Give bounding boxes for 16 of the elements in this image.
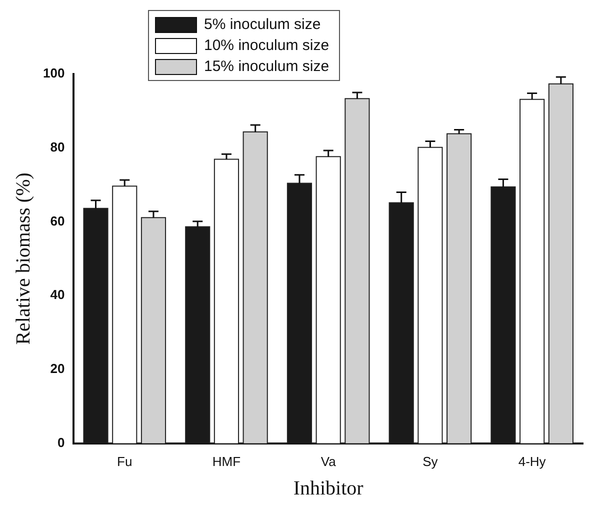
- y-tick-label: 80: [50, 139, 65, 154]
- legend-label: 5% inoculum size: [204, 16, 321, 33]
- x-axis-title: Inhibitor: [293, 477, 364, 500]
- x-tick-label: Fu: [117, 454, 132, 469]
- legend-label: 10% inoculum size: [204, 37, 330, 54]
- x-tick-label: Sy: [422, 454, 438, 469]
- y-tick-label: 100: [42, 66, 65, 81]
- y-tick-label: 0: [57, 434, 65, 450]
- y-axis-title: Relative biomass (%): [12, 172, 34, 345]
- y-tick-label: 20: [50, 361, 65, 376]
- legend-label: 15% inoculum size: [204, 58, 330, 75]
- y-tick-label: 40: [50, 287, 65, 302]
- x-tick-label: Va: [320, 454, 337, 469]
- y-tick-label: 60: [50, 213, 65, 228]
- x-tick-label: 4-Hy: [518, 454, 546, 469]
- x-tick-label: HMF: [212, 454, 241, 469]
